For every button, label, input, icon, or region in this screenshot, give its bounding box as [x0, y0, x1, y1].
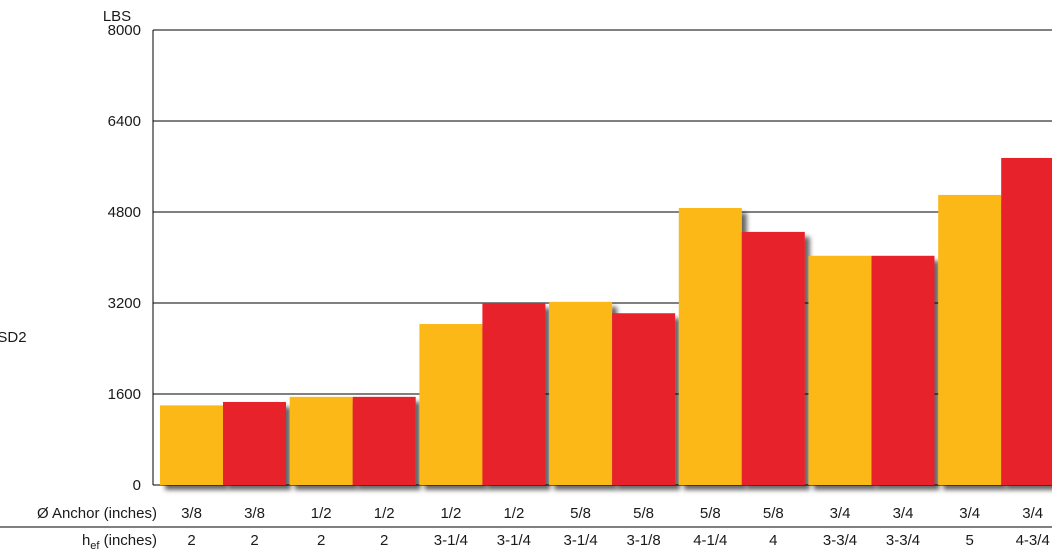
side-label: SD2 — [0, 329, 27, 346]
hef-row-cells: 2 2 2 2 3-1/4 3-1/4 3-1/4 3-1/8 4-1/4 4 3-3/4 3-3/4… — [187, 532, 1049, 549]
hef-cell: 2 — [250, 532, 258, 549]
anchor-cell: 1/2 — [503, 505, 524, 522]
bar-group2-yellow — [289, 396, 353, 485]
anchor-cell: 3/4 — [1022, 505, 1043, 522]
hef-cell: 4-1/4 — [693, 532, 727, 549]
bar-group3-yellow — [419, 324, 483, 485]
anchor-cell: 5/8 — [570, 505, 591, 522]
bar-group6-yellow — [808, 255, 872, 485]
anchor-cell: 1/2 — [440, 505, 461, 522]
anchor-row-label: Ø Anchor (inches) — [37, 505, 157, 522]
anchor-cell: 1/2 — [374, 505, 395, 522]
y-tick-label: 4800 — [108, 204, 141, 221]
hef-cell: 3-3/4 — [823, 532, 857, 549]
anchor-cell: 5/8 — [700, 505, 721, 522]
bar-group4-red — [612, 313, 676, 485]
hef-cell: 3-1/4 — [434, 532, 468, 549]
hef-row-label-sub: ef — [90, 540, 100, 552]
hef-row-label-main: h — [82, 532, 90, 549]
anchor-cell: 3/4 — [893, 505, 914, 522]
hef-cell: 3-1/8 — [626, 532, 660, 549]
hef-cell: 4-3/4 — [1016, 532, 1050, 549]
hef-cell: 2 — [187, 532, 195, 549]
hef-cell: 3-1/4 — [563, 532, 597, 549]
y-tick-label: 0 — [133, 477, 141, 494]
hef-row-label: hef (inches) — [82, 532, 157, 552]
hef-cell: 2 — [380, 532, 388, 549]
y-tick-label: 3200 — [108, 295, 141, 312]
y-tick-label: 1600 — [108, 386, 141, 403]
anchor-row-cells: 3/8 3/8 1/2 1/2 1/2 1/2 5/8 5/8 5/8 5/8 3/4 3/4 3/4 3… — [181, 505, 1043, 522]
anchor-cell: 3/8 — [244, 505, 265, 522]
hef-cell: 3-1/4 — [497, 532, 531, 549]
bar-group1-yellow — [160, 405, 223, 485]
bar-group1-red — [223, 401, 286, 485]
anchor-cell: 3/4 — [830, 505, 851, 522]
y-tick-label: 6400 — [108, 113, 141, 130]
hef-cell: 5 — [966, 532, 974, 549]
bar-group5-yellow — [678, 208, 742, 486]
y-tick-label: 8000 — [108, 22, 141, 39]
bar-group2-red — [352, 396, 416, 485]
bar-group6-red — [871, 255, 935, 485]
anchor-cell: 3/4 — [959, 505, 980, 522]
y-unit-label: LBS — [103, 8, 131, 25]
bar-group7-yellow — [938, 194, 1002, 485]
bar-group7-red — [1001, 157, 1052, 485]
bar-group4-yellow — [549, 301, 613, 485]
anchor-cell: 5/8 — [763, 505, 784, 522]
hef-row-label-rest: (inches) — [99, 532, 157, 549]
y-tick-labels: 0 1600 3200 4800 6400 8000 — [108, 22, 141, 494]
bars — [160, 157, 1052, 486]
bar-group3-red — [482, 303, 546, 485]
bar-group5-red — [741, 231, 805, 485]
hef-cell: 2 — [317, 532, 325, 549]
anchor-cell: 5/8 — [633, 505, 654, 522]
hef-cell: 3-3/4 — [886, 532, 920, 549]
anchor-cell: 1/2 — [311, 505, 332, 522]
anchor-cell: 3/8 — [181, 505, 202, 522]
hef-cell: 4 — [769, 532, 777, 549]
